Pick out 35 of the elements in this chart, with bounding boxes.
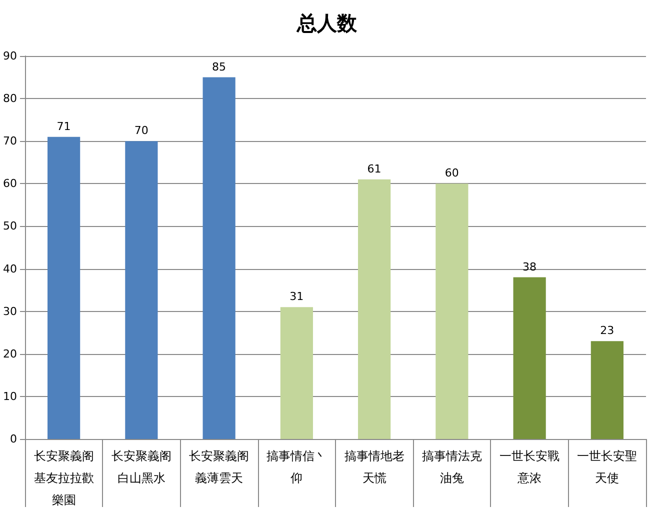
data-label: 60 [444,166,459,180]
data-label: 31 [290,290,304,304]
y-tick-label: 70 [2,134,17,148]
y-tick-label: 80 [2,92,17,106]
bar [513,277,546,439]
chart-title: 总人数 [296,11,358,35]
data-label: 38 [522,260,537,274]
data-label: 71 [56,120,71,133]
y-tick-label: 0 [10,432,17,446]
bar [358,179,391,439]
y-tick-label: 20 [2,347,17,360]
x-tick-label: 长安聚義阁義薄雲天 [189,449,250,485]
y-tick-label: 10 [2,390,17,403]
y-tick-label: 30 [2,304,17,318]
x-tick-label: 搞事情地老天慌 [344,449,404,485]
x-tick-label: 搞事情法克油兔 [422,449,482,485]
bar [590,341,624,439]
bar [125,141,158,439]
data-label: 23 [600,324,614,338]
y-tick-label: 50 [2,220,17,233]
data-label: 61 [367,162,382,176]
bar [48,136,80,439]
bar [280,307,313,439]
x-tick-label: 搞事情信丶仰 [266,449,327,485]
y-tick-label: 40 [2,262,17,276]
bar [202,77,236,439]
data-label: 85 [212,60,226,74]
x-tick-label: 长安聚義阁基友拉拉歡樂園 [34,449,94,507]
x-tick-label: 长安聚義阁白山黑水 [111,449,172,485]
y-tick-label: 60 [2,177,17,190]
data-label: 70 [134,124,148,138]
bar [436,184,468,439]
y-tick-label: 90 [2,50,17,62]
x-tick-label: 一世长安聖天使 [577,449,638,485]
x-tick-label: 一世长安戰意浓 [500,449,560,485]
